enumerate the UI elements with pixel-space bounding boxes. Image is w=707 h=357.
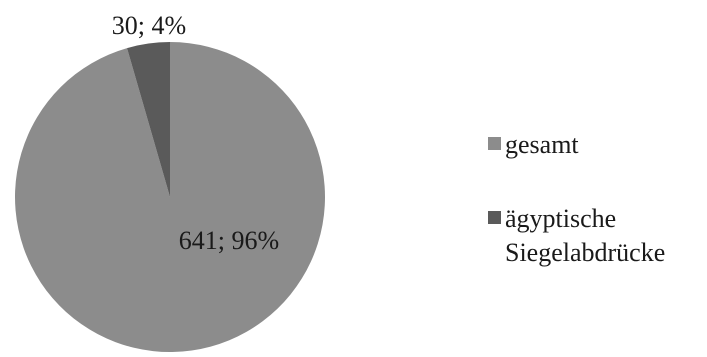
legend-label-aegyptische-siegelabdruecke: ägyptische Siegelabdrücke xyxy=(505,204,666,267)
data-label-aegyptische-siegelabdruecke: 30; 4% xyxy=(112,11,186,40)
legend-item-aegyptische-siegelabdruecke: ägyptische Siegelabdrücke xyxy=(488,202,703,270)
data-label-gesamt: 641; 96% xyxy=(179,226,279,255)
legend-swatch-gesamt xyxy=(488,137,501,150)
legend-label-gesamt: gesamt xyxy=(505,130,579,159)
legend-swatch-aegyptische-siegelabdruecke xyxy=(488,211,501,224)
legend-item-gesamt: gesamt xyxy=(488,128,703,162)
pie-slice-aegyptische-siegelabdruecke xyxy=(127,42,170,197)
pie-slice-gesamt xyxy=(15,42,326,352)
pie-slices xyxy=(15,42,326,352)
chart-legend: gesamt ägyptische Siegelabdrücke xyxy=(488,128,703,270)
